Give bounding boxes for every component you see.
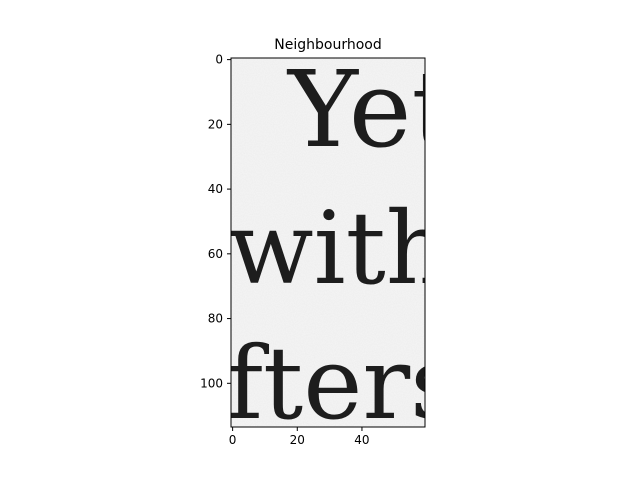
x-tick-label: 40 <box>354 433 369 447</box>
x-axis-ticks: 0 20 40 <box>229 427 370 447</box>
y-tick-label: 60 <box>208 247 223 261</box>
y-tick-label: 0 <box>215 53 223 67</box>
image-raster: Yet with fters <box>226 48 462 442</box>
y-tick-label: 40 <box>208 182 223 196</box>
x-tick-label: 0 <box>229 433 237 447</box>
chart-title: Neighbourhood <box>274 37 381 53</box>
image-text-line: with <box>228 190 450 307</box>
image-text-line: Yet <box>286 48 454 171</box>
axes-frame <box>230 57 426 428</box>
y-axis-ticks: 0 20 40 60 80 100 <box>200 53 231 390</box>
y-tick-label: 100 <box>200 376 223 390</box>
paper-texture <box>231 58 425 427</box>
y-tick-label: 20 <box>208 117 223 131</box>
image-text-line: fters <box>226 325 462 442</box>
y-tick-label: 80 <box>208 312 223 326</box>
x-tick-label: 20 <box>290 433 305 447</box>
